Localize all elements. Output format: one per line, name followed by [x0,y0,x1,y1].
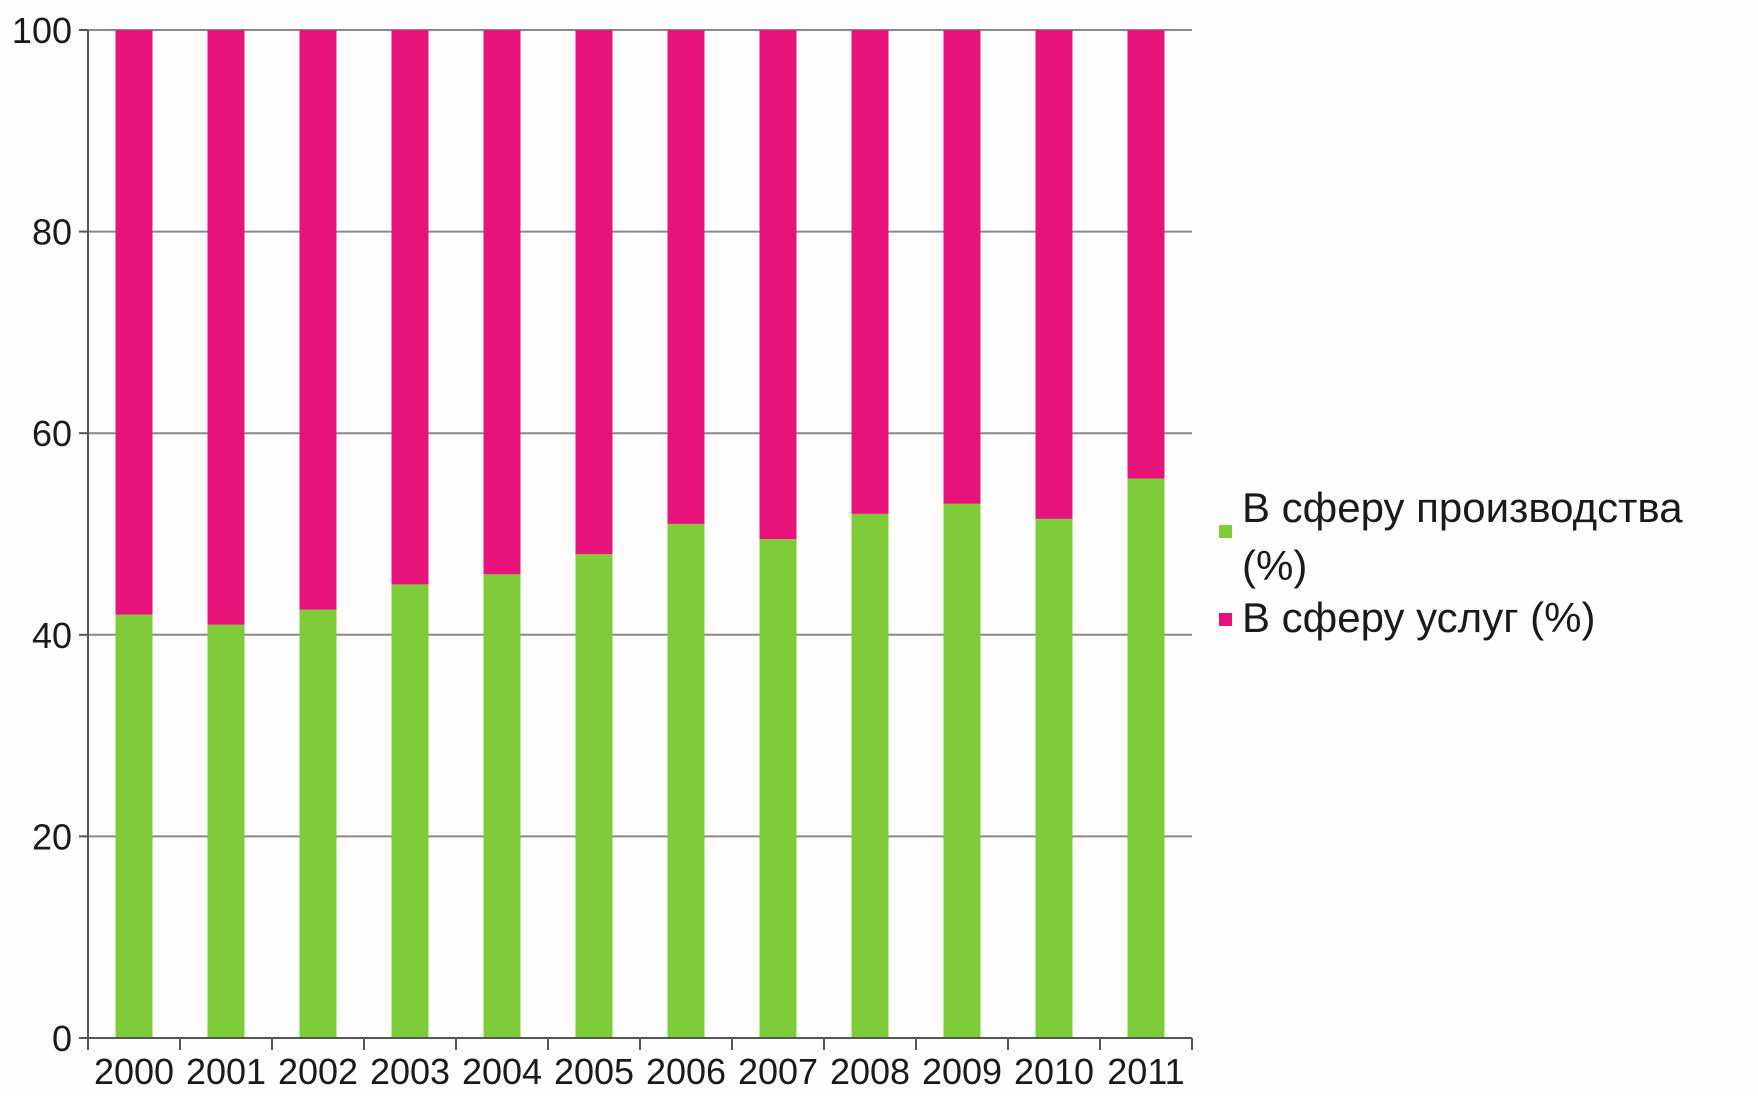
bar-production-2005 [575,554,613,1038]
x-tick-label: 2006 [646,1051,726,1091]
y-tick-label: 60 [32,413,72,454]
y-tick-labels: 0 20 40 60 80 100 [12,10,72,1059]
bar-services-2001 [207,30,245,625]
bar-production-2000 [115,614,153,1038]
x-tick-label: 2004 [462,1051,542,1091]
grid-lines [88,29,1192,838]
bar-production-2006 [667,523,705,1038]
x-tick-label: 2002 [278,1051,358,1091]
x-tick-labels: 2000 2001 2002 2003 2004 2005 2006 2007 2008 2009… [94,1051,1185,1092]
bars [115,30,1165,1038]
bar-services-2000 [115,30,153,615]
legend-label-services: В сферу услуг (%) [1242,594,1596,641]
bar-services-2003 [391,30,429,585]
bar-production-2009 [943,503,981,1038]
bar-production-2011 [1127,478,1165,1038]
x-tick-label: 2007 [738,1051,818,1091]
bar-services-2002 [299,30,337,610]
bar-services-2009 [943,30,981,504]
x-tick-label: 2010 [1014,1051,1094,1091]
bar-production-2002 [299,609,337,1038]
bar-production-2004 [483,574,521,1038]
x-tick-label: 2011 [1107,1051,1184,1091]
axes [79,29,1193,1050]
bar-services-2007 [759,30,797,540]
bar-services-2006 [667,30,705,524]
y-tick-label: 100 [12,10,72,51]
x-tick-label: 2000 [94,1051,174,1091]
x-tick-label: 2008 [830,1051,910,1091]
bar-production-2007 [759,539,797,1038]
bar-services-2011 [1127,30,1165,479]
legend-label-production-line2: (%) [1242,542,1307,589]
y-tick-label: 0 [52,1018,72,1059]
bar-production-2010 [1035,518,1073,1038]
y-tick-label: 20 [32,816,72,857]
legend-label-production-line1: В сферу производства [1242,484,1683,531]
bar-services-2005 [575,30,613,555]
legend-swatch-services [1219,613,1232,626]
x-tick-label: 2001 [186,1051,266,1091]
x-tick-label: 2003 [370,1051,450,1091]
y-tick-label: 80 [32,212,72,253]
legend: В сферу производства (%) В сферу услуг (… [1219,484,1683,641]
x-tick-label: 2005 [554,1051,634,1091]
legend-swatch-production [1219,525,1232,538]
y-tick-label: 40 [32,615,72,656]
bar-production-2003 [391,584,429,1038]
bar-services-2010 [1035,30,1073,519]
bar-services-2008 [851,30,889,514]
bar-services-2004 [483,30,521,575]
bar-production-2008 [851,513,889,1038]
x-tick-label: 2009 [922,1051,1002,1091]
bar-production-2001 [207,624,245,1038]
